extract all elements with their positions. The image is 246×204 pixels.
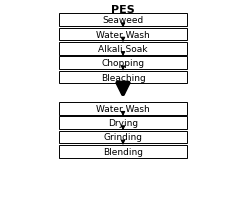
Text: Alkali Soak: Alkali Soak bbox=[98, 45, 148, 54]
Bar bbox=[59, 43, 187, 55]
Bar bbox=[59, 117, 187, 129]
Text: Chopping: Chopping bbox=[101, 59, 145, 68]
Text: Water Wash: Water Wash bbox=[96, 104, 150, 113]
Text: Seaweed: Seaweed bbox=[102, 16, 144, 25]
Bar bbox=[59, 145, 187, 158]
Text: Blending: Blending bbox=[103, 147, 143, 156]
Bar bbox=[59, 71, 187, 84]
Bar bbox=[59, 102, 187, 115]
Text: PES: PES bbox=[111, 5, 135, 15]
Text: Water Wash: Water Wash bbox=[96, 30, 150, 39]
Bar bbox=[59, 14, 187, 27]
Text: Grinding: Grinding bbox=[104, 133, 142, 142]
Bar bbox=[59, 131, 187, 144]
Bar bbox=[59, 57, 187, 70]
Bar bbox=[59, 29, 187, 41]
Text: Drying: Drying bbox=[108, 119, 138, 128]
Text: Bleaching: Bleaching bbox=[101, 73, 145, 82]
